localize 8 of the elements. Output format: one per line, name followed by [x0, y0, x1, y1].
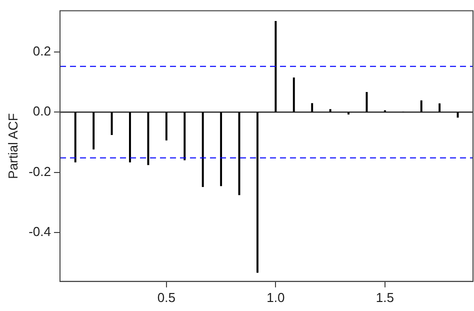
- x-tick-label: 0.5: [157, 290, 176, 305]
- y-axis-title: Partial ACF: [5, 113, 20, 179]
- y-tick-label: 0.0: [32, 104, 51, 119]
- y-tick-label: 0.2: [32, 44, 51, 59]
- y-tick-label: -0.4: [28, 224, 51, 239]
- x-tick-label: 1.5: [376, 290, 394, 305]
- y-tick-label: -0.2: [28, 164, 51, 179]
- x-tick-label: 1.0: [266, 290, 285, 305]
